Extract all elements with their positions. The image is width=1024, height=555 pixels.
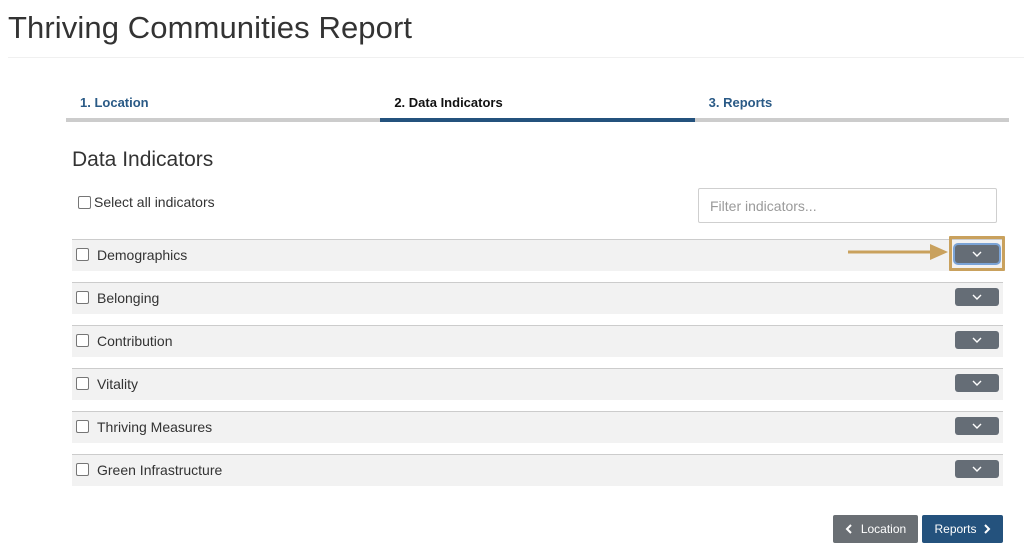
indicator-label: Demographics bbox=[97, 247, 188, 263]
expand-button[interactable] bbox=[955, 374, 999, 392]
chevron-down-icon bbox=[972, 380, 982, 386]
expand-button[interactable] bbox=[955, 288, 999, 306]
indicator-checkbox[interactable] bbox=[76, 463, 89, 476]
step-reports-label: 3. Reports bbox=[708, 95, 773, 110]
step-location-bar bbox=[66, 118, 381, 122]
step-data-indicators-label: 2. Data Indicators bbox=[394, 95, 503, 110]
indicator-row-vitality: Vitality bbox=[72, 368, 1003, 400]
chevron-down-icon bbox=[972, 423, 982, 429]
indicator-label: Green Infrastructure bbox=[97, 462, 223, 478]
indicator-label: Contribution bbox=[97, 333, 173, 349]
step-location[interactable]: 1. Location bbox=[66, 92, 381, 122]
chevron-down-icon bbox=[972, 466, 982, 472]
back-location-button[interactable]: Location bbox=[833, 515, 918, 543]
chevron-down-icon bbox=[972, 251, 982, 257]
chevron-left-icon bbox=[845, 524, 852, 534]
chevron-down-icon bbox=[972, 294, 982, 300]
filter-indicators-input[interactable] bbox=[698, 188, 997, 223]
next-button-label: Reports bbox=[934, 522, 977, 536]
page-title: Thriving Communities Report bbox=[8, 10, 413, 45]
expand-button[interactable] bbox=[955, 245, 999, 263]
next-reports-button[interactable]: Reports bbox=[922, 515, 1003, 543]
indicator-checkbox[interactable] bbox=[76, 248, 89, 261]
indicator-checkbox[interactable] bbox=[76, 377, 89, 390]
indicator-checkbox[interactable] bbox=[76, 334, 89, 347]
indicator-label: Belonging bbox=[97, 290, 160, 306]
indicator-checkbox[interactable] bbox=[76, 291, 89, 304]
indicator-label: Vitality bbox=[97, 376, 138, 392]
select-all-label: Select all indicators bbox=[94, 194, 215, 210]
step-reports-bar bbox=[694, 118, 1009, 122]
indicator-row-contribution: Contribution bbox=[72, 325, 1003, 357]
title-divider bbox=[8, 57, 1024, 58]
select-all-checkbox[interactable] bbox=[78, 195, 91, 209]
step-location-label: 1. Location bbox=[80, 95, 149, 110]
indicator-row-thriving-measures: Thriving Measures bbox=[72, 411, 1003, 443]
indicator-row-belonging: Belonging bbox=[72, 282, 1003, 314]
step-data-indicators[interactable]: 2. Data Indicators bbox=[380, 92, 695, 122]
expand-button[interactable] bbox=[955, 460, 999, 478]
step-progress: 1. Location 2. Data Indicators 3. Report… bbox=[66, 92, 1009, 122]
chevron-right-icon bbox=[983, 524, 990, 534]
step-reports[interactable]: 3. Reports bbox=[694, 92, 1009, 122]
section-title: Data Indicators bbox=[72, 148, 214, 171]
indicator-label: Thriving Measures bbox=[97, 419, 213, 435]
step-data-indicators-bar bbox=[380, 118, 695, 122]
chevron-down-icon bbox=[972, 337, 982, 343]
arrow-right-icon bbox=[848, 244, 948, 260]
select-all-control[interactable]: Select all indicators bbox=[78, 194, 215, 210]
indicator-list: Demographics Belonging Contribution Vita… bbox=[72, 239, 1003, 497]
indicator-row-demographics: Demographics bbox=[72, 239, 1003, 271]
expand-button[interactable] bbox=[955, 331, 999, 349]
expand-button[interactable] bbox=[955, 417, 999, 435]
annotation-highlight-box bbox=[949, 236, 1005, 271]
indicator-row-green-infrastructure: Green Infrastructure bbox=[72, 454, 1003, 486]
indicator-checkbox[interactable] bbox=[76, 420, 89, 433]
back-button-label: Location bbox=[860, 522, 907, 536]
